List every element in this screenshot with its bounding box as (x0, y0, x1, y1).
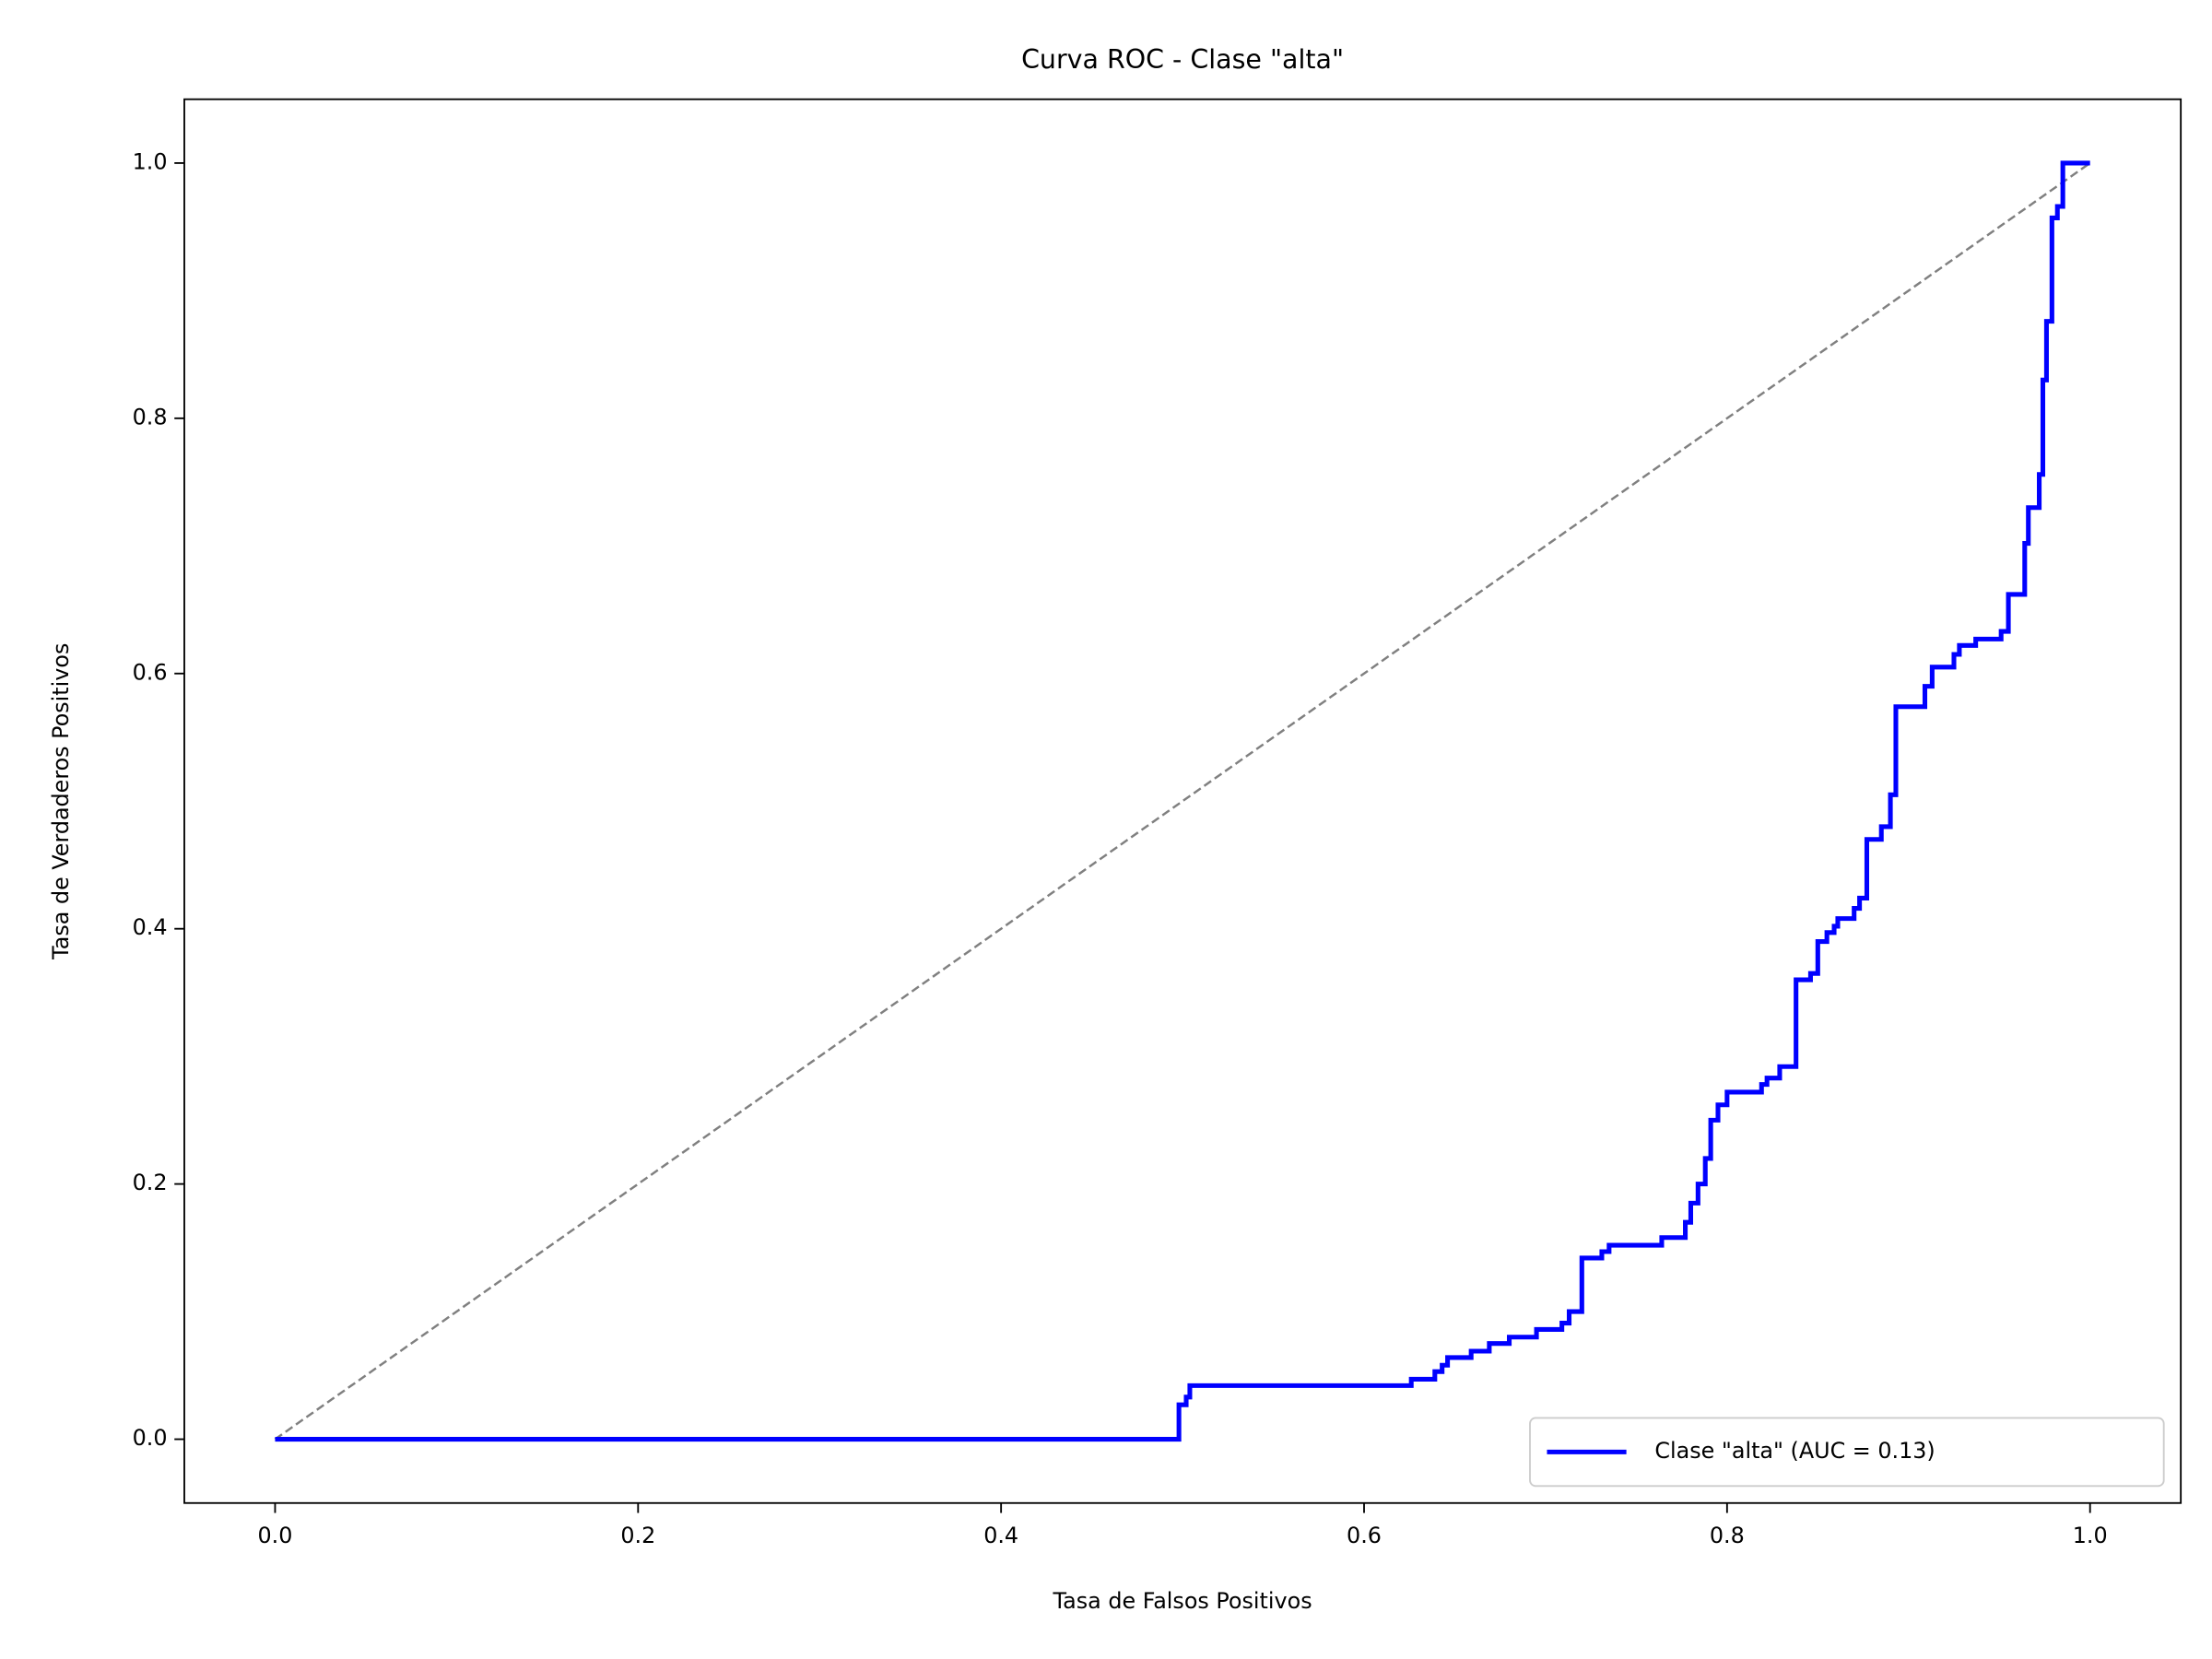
y-tick-label: 0.0 (133, 1425, 168, 1451)
y-tick-label: 0.8 (133, 404, 168, 429)
y-tick-label: 0.4 (133, 914, 168, 940)
y-tick-label: 0.2 (133, 1170, 168, 1195)
y-tick-label: 0.6 (133, 659, 168, 685)
x-tick-label: 0.8 (1710, 1523, 1745, 1548)
chart-title: Curva ROC - Clase "alta" (1021, 44, 1344, 75)
roc-curve (275, 160, 2090, 1442)
x-tick-label: 0.6 (1347, 1523, 1382, 1548)
x-tick-label: 0.4 (983, 1523, 1018, 1548)
x-tick-label: 0.0 (258, 1523, 293, 1548)
x-tick-label: 0.2 (620, 1523, 655, 1548)
legend-label: Clase "alta" (AUC = 0.13) (1654, 1438, 1935, 1464)
legend: Clase "alta" (AUC = 0.13) (1529, 1417, 2165, 1488)
x-axis-label: Tasa de Falsos Positivos (1053, 1588, 1312, 1614)
y-tick-label: 1.0 (133, 148, 168, 174)
x-tick-label: 1.0 (2073, 1523, 2108, 1548)
legend-box (1529, 1417, 2165, 1488)
plot-frame (183, 98, 2183, 1504)
y-axis-label: Tasa de Verdaderos Positivos (48, 643, 74, 960)
